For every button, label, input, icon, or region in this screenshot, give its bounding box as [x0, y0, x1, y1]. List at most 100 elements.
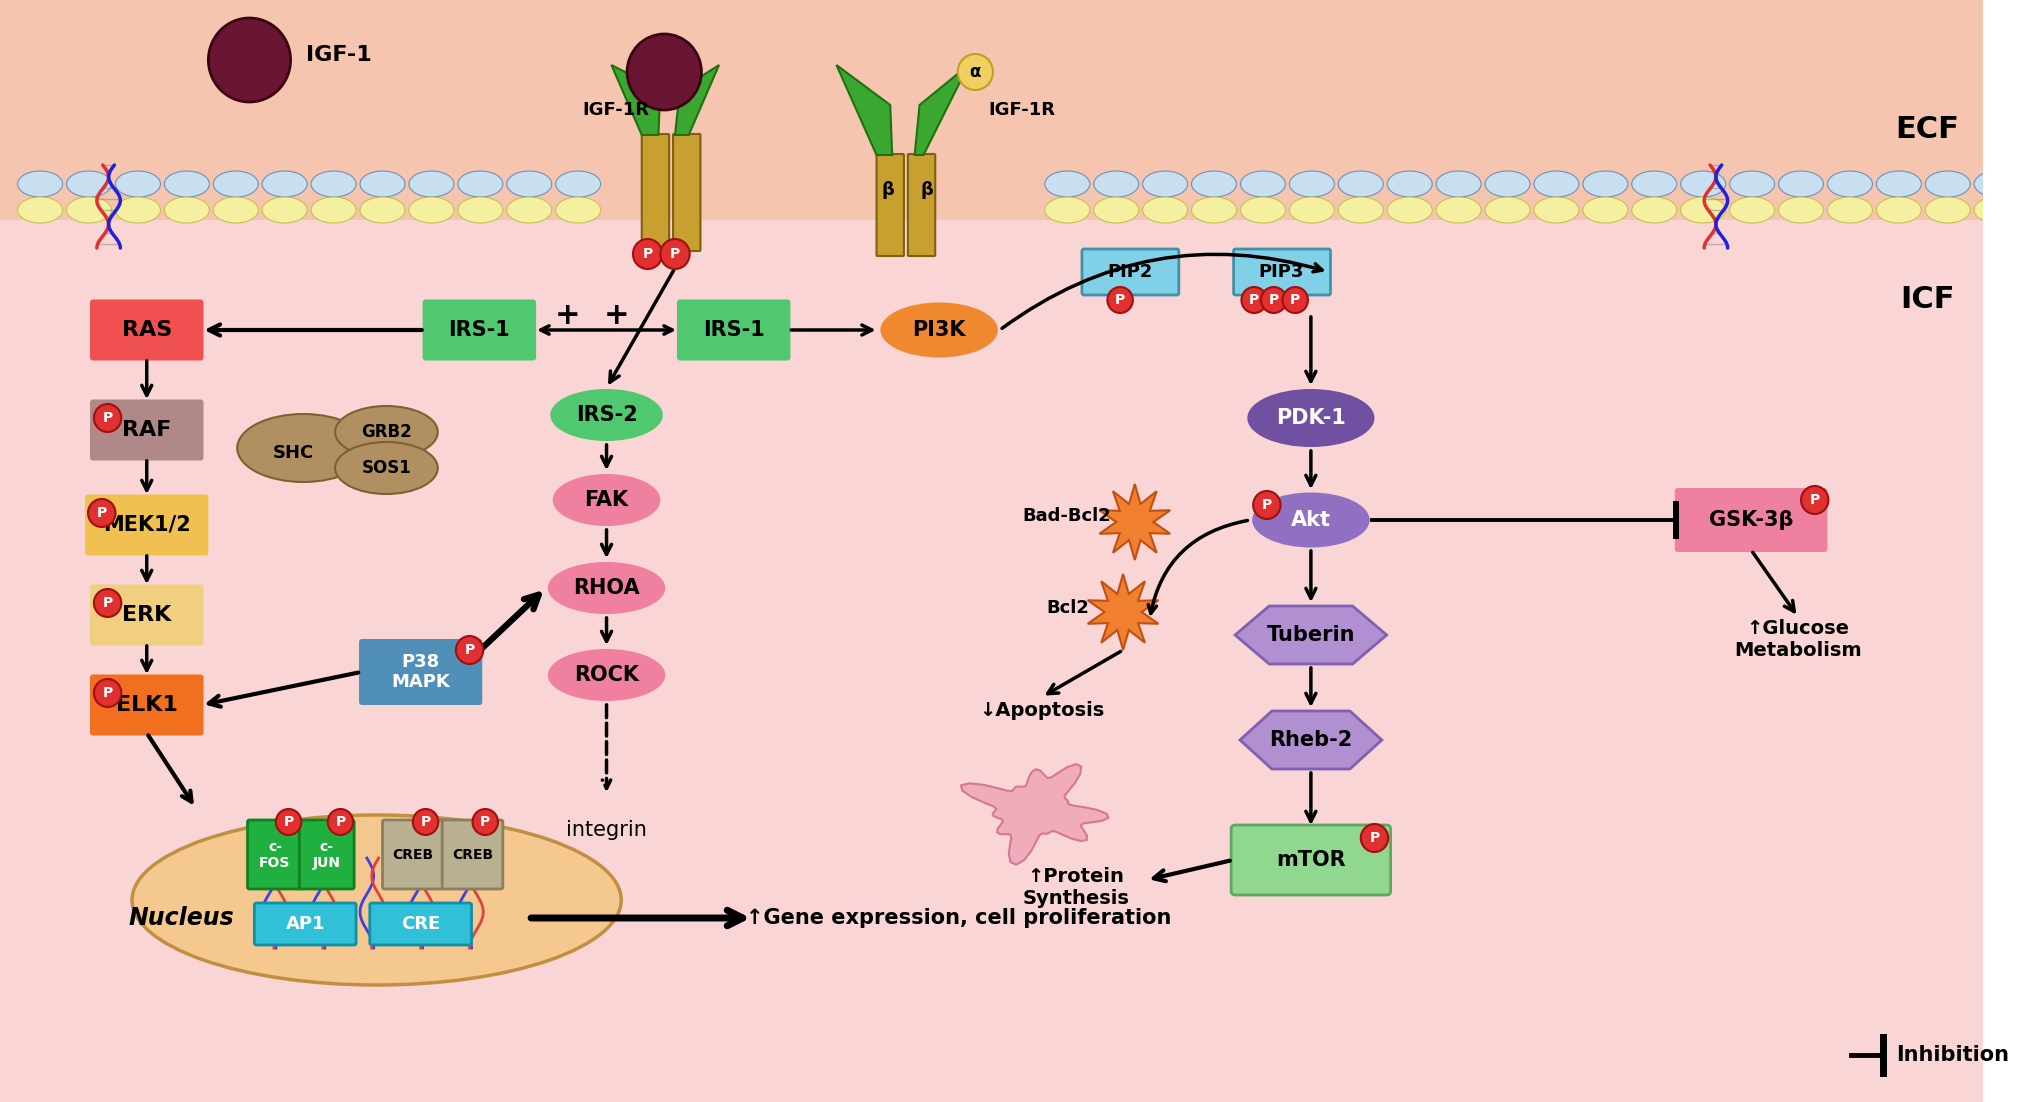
Bar [0, 220, 1982, 1102]
Text: +: + [555, 301, 580, 329]
Text: Bcl2: Bcl2 [1046, 599, 1091, 617]
Text: CREB: CREB [452, 849, 493, 862]
FancyBboxPatch shape [253, 903, 357, 946]
Ellipse shape [1095, 171, 1139, 197]
Ellipse shape [1632, 197, 1676, 223]
Ellipse shape [1143, 197, 1188, 223]
Ellipse shape [1632, 171, 1676, 197]
Ellipse shape [1534, 171, 1579, 197]
Ellipse shape [1143, 171, 1188, 197]
Text: PDK-1: PDK-1 [1275, 408, 1346, 428]
Ellipse shape [1289, 171, 1334, 197]
Text: SOS1: SOS1 [361, 460, 411, 477]
Ellipse shape [1247, 389, 1374, 447]
Text: RAS: RAS [122, 320, 172, 341]
Ellipse shape [1926, 197, 1970, 223]
FancyBboxPatch shape [383, 820, 444, 889]
Text: Inhibition: Inhibition [1895, 1045, 2009, 1065]
Text: P: P [480, 815, 491, 829]
Ellipse shape [1486, 197, 1530, 223]
Text: integrin: integrin [566, 820, 647, 840]
Text: IGF-1R: IGF-1R [987, 101, 1056, 119]
Text: P: P [1261, 498, 1273, 512]
FancyBboxPatch shape [1234, 249, 1330, 295]
Text: P: P [97, 506, 107, 520]
Text: PI3K: PI3K [912, 320, 967, 341]
Ellipse shape [547, 562, 665, 614]
Circle shape [93, 404, 122, 432]
Text: P: P [1115, 293, 1125, 307]
Text: P: P [420, 815, 430, 829]
Circle shape [626, 34, 701, 110]
Ellipse shape [1044, 197, 1091, 223]
Ellipse shape [213, 171, 257, 197]
Circle shape [661, 239, 689, 269]
Ellipse shape [555, 197, 600, 223]
Ellipse shape [549, 389, 663, 441]
Text: ERK: ERK [122, 605, 172, 625]
Ellipse shape [261, 197, 308, 223]
Text: ↑Glucose
Metabolism: ↑Glucose Metabolism [1735, 619, 1863, 660]
Ellipse shape [458, 171, 503, 197]
FancyBboxPatch shape [908, 154, 934, 256]
Text: AP1: AP1 [286, 915, 324, 933]
FancyBboxPatch shape [442, 820, 503, 889]
Text: ELK1: ELK1 [116, 695, 178, 715]
Polygon shape [914, 65, 969, 155]
Polygon shape [1099, 484, 1170, 560]
Ellipse shape [334, 406, 438, 458]
Ellipse shape [116, 197, 160, 223]
Ellipse shape [1241, 197, 1285, 223]
FancyBboxPatch shape [300, 820, 355, 889]
Circle shape [1253, 491, 1281, 519]
Polygon shape [1234, 606, 1386, 665]
Text: +: + [604, 301, 628, 329]
Circle shape [472, 809, 499, 835]
Ellipse shape [1729, 197, 1774, 223]
FancyBboxPatch shape [247, 820, 302, 889]
Ellipse shape [1486, 171, 1530, 197]
Circle shape [1241, 287, 1267, 313]
Text: CRE: CRE [401, 915, 440, 933]
Ellipse shape [67, 171, 111, 197]
Ellipse shape [334, 442, 438, 494]
Text: c-
JUN: c- JUN [312, 840, 341, 871]
Ellipse shape [310, 197, 357, 223]
Text: P: P [284, 815, 294, 829]
Text: PIP3: PIP3 [1259, 263, 1303, 281]
Text: IRS-1: IRS-1 [703, 320, 764, 341]
Ellipse shape [18, 171, 63, 197]
Ellipse shape [1828, 171, 1873, 197]
Circle shape [93, 588, 122, 617]
Text: P: P [1289, 293, 1301, 307]
Ellipse shape [116, 171, 160, 197]
Polygon shape [1241, 711, 1382, 769]
Text: Nucleus: Nucleus [128, 906, 233, 930]
Circle shape [209, 18, 290, 102]
Ellipse shape [1386, 197, 1433, 223]
Polygon shape [961, 764, 1109, 865]
Ellipse shape [237, 414, 369, 482]
Circle shape [276, 809, 302, 835]
Circle shape [1107, 287, 1133, 313]
Polygon shape [675, 65, 720, 136]
Ellipse shape [1289, 197, 1334, 223]
Text: ICF: ICF [1899, 285, 1954, 314]
Text: α: α [969, 63, 981, 82]
Text: ↓Apoptosis: ↓Apoptosis [979, 701, 1105, 720]
Ellipse shape [1877, 171, 1922, 197]
Text: P: P [1370, 831, 1380, 845]
Ellipse shape [1680, 197, 1725, 223]
Ellipse shape [507, 171, 551, 197]
Ellipse shape [1044, 171, 1091, 197]
Text: CREB: CREB [393, 849, 434, 862]
Circle shape [456, 636, 482, 665]
Text: FAK: FAK [584, 490, 628, 510]
Ellipse shape [1828, 197, 1873, 223]
Ellipse shape [18, 197, 63, 223]
Text: ROCK: ROCK [574, 665, 639, 685]
Text: P: P [103, 411, 114, 425]
Text: ↑Protein
Synthesis: ↑Protein Synthesis [1024, 867, 1129, 908]
Ellipse shape [1680, 171, 1725, 197]
FancyBboxPatch shape [359, 639, 482, 705]
